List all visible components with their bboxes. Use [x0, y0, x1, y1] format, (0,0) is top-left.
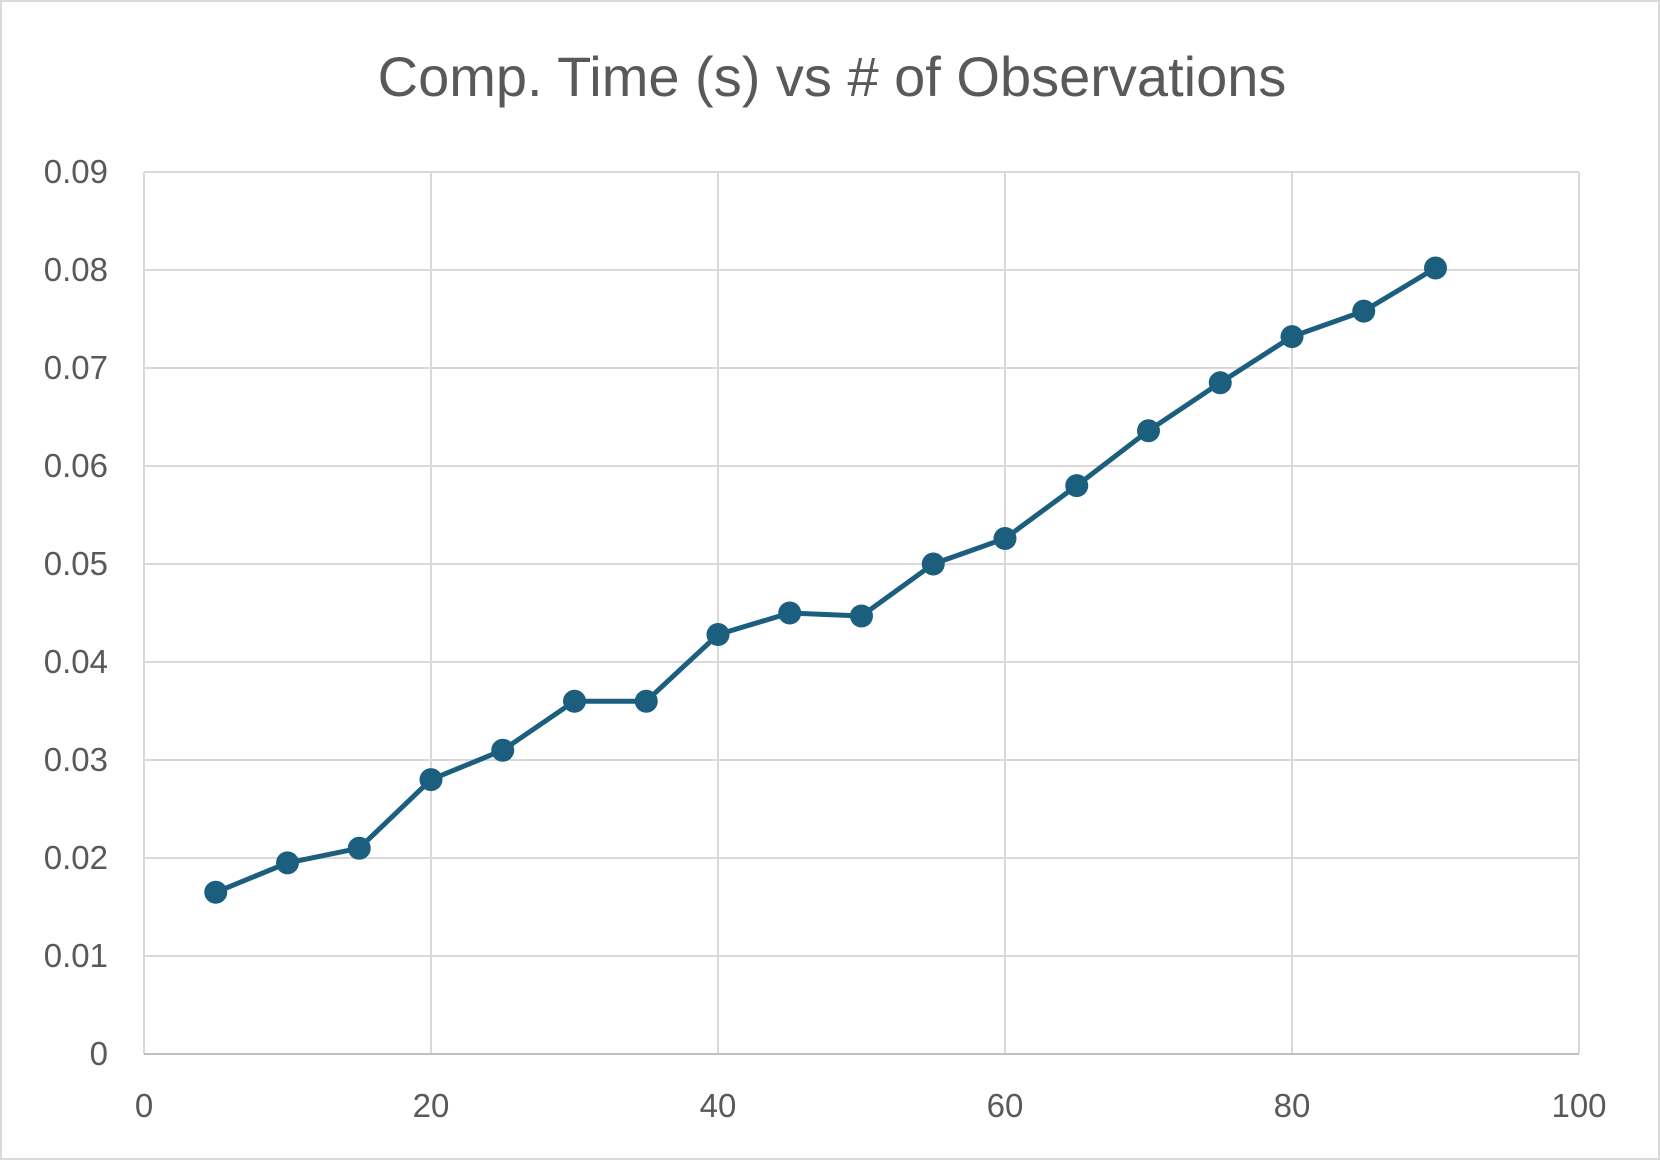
y-tick-label: 0.02 — [44, 839, 108, 876]
data-point — [419, 768, 443, 792]
data-point — [1280, 325, 1304, 349]
y-tick-label: 0.08 — [44, 251, 108, 288]
x-tick-label: 60 — [987, 1087, 1024, 1124]
data-point — [563, 689, 586, 713]
data-point — [993, 527, 1017, 551]
y-tick-label: 0.03 — [44, 741, 108, 778]
axis-labels-layer: 0 0.01 0.02 0.03 0.04 0.05 0.06 0.07 0.08 0.09 0 20… — [44, 153, 1607, 1124]
data-point — [491, 738, 515, 762]
data-point — [1065, 474, 1089, 498]
data-point — [1352, 299, 1376, 323]
data-point — [1137, 419, 1160, 443]
data-point — [1208, 371, 1232, 395]
grid-layer — [143, 171, 1580, 1055]
y-tick-label: 0.09 — [44, 153, 108, 190]
y-tick-label: 0.07 — [44, 349, 108, 386]
data-point — [921, 552, 945, 576]
data-point — [634, 689, 658, 713]
series-layer — [204, 256, 1447, 904]
y-tick-label: 0.04 — [44, 643, 108, 680]
data-point — [778, 601, 802, 625]
y-tick-label: 0.05 — [44, 545, 108, 582]
y-tick-label: 0.06 — [44, 447, 108, 484]
x-tick-label: 100 — [1551, 1087, 1606, 1124]
x-tick-label: 80 — [1274, 1087, 1311, 1124]
y-tick-label: 0.01 — [44, 937, 108, 974]
y-tick-label: 0 — [90, 1035, 108, 1072]
data-point — [706, 623, 730, 647]
x-tick-label: 0 — [135, 1087, 153, 1124]
chart-title: Comp. Time (s) vs # of Observations — [377, 45, 1287, 108]
x-tick-label: 40 — [700, 1087, 737, 1124]
x-tick-label: 20 — [413, 1087, 450, 1124]
data-point — [1424, 256, 1447, 280]
data-point — [347, 836, 371, 860]
series-line — [213, 265, 1438, 895]
data-point — [850, 604, 873, 628]
data-point — [276, 851, 299, 875]
data-point — [204, 880, 228, 904]
